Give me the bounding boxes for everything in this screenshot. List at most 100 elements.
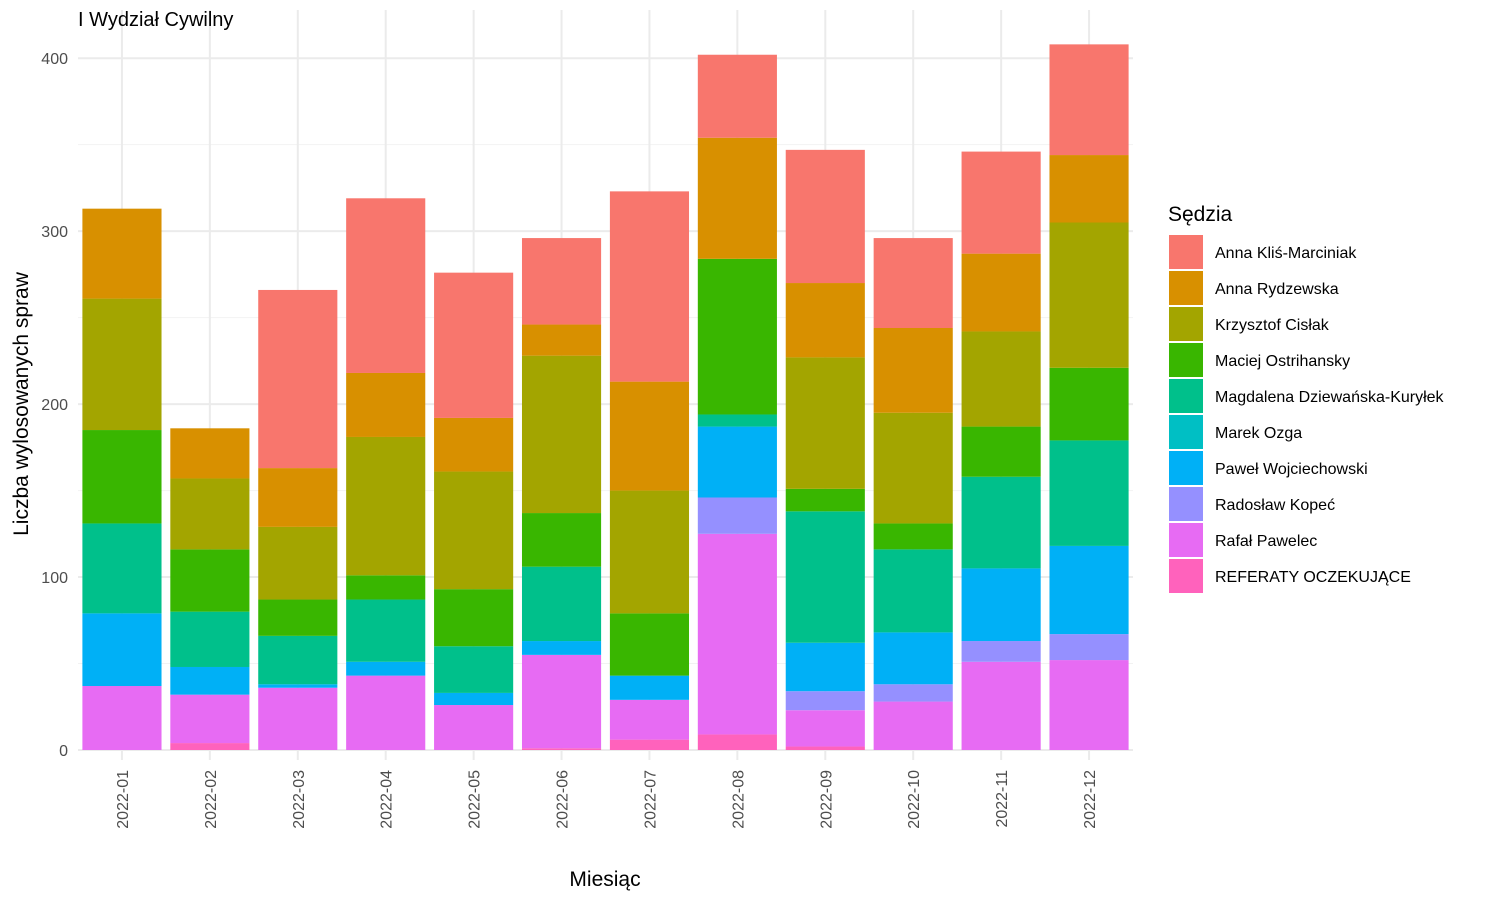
- x-tick-label: 2022-11: [994, 770, 1011, 828]
- y-tick-label: 200: [41, 397, 68, 414]
- bar-segment: [785, 710, 865, 747]
- bar-segment: [785, 691, 865, 711]
- bar-segment: [521, 355, 602, 514]
- bar-segment: [697, 426, 777, 498]
- legend-key: [1169, 451, 1203, 485]
- bar-segment: [961, 641, 1041, 662]
- bar-segment: [1049, 660, 1129, 750]
- bar-segment: [258, 635, 338, 685]
- legend-key: [1169, 307, 1203, 341]
- bar-segment: [521, 748, 602, 750]
- x-tick-label: 2022-07: [642, 770, 659, 829]
- bar-segment: [82, 430, 162, 524]
- bar-segment: [346, 675, 426, 750]
- bar-segment: [82, 686, 162, 750]
- y-tick-label: 400: [41, 51, 68, 68]
- bar-segment: [346, 599, 426, 662]
- bar-segment: [609, 613, 690, 676]
- x-tick-label: 2022-03: [291, 770, 308, 829]
- bar-segment: [170, 478, 250, 550]
- legend-label: REFERATY OCZEKUJĄCE: [1215, 569, 1411, 586]
- legend-label: Paweł Wojciechowski: [1215, 461, 1368, 478]
- bar-segment: [258, 599, 338, 636]
- bar-segment: [1049, 545, 1129, 635]
- bar-segment: [170, 666, 250, 695]
- bar-segment: [785, 746, 865, 750]
- bar-segment: [609, 699, 690, 740]
- bar-segment: [609, 739, 690, 750]
- bar-segment: [258, 526, 338, 600]
- bar-segment: [82, 208, 162, 299]
- legend-label: Radosław Kopeć: [1215, 497, 1335, 514]
- bar-segment: [873, 328, 953, 413]
- y-axis-ticks: 0 100 200 300 400: [41, 51, 68, 760]
- bar-segment: [1049, 155, 1129, 223]
- bar-segment: [346, 198, 426, 373]
- bar-segment: [82, 298, 162, 431]
- x-tick-label: 2022-09: [818, 770, 835, 829]
- bar-segment: [785, 149, 865, 284]
- bar-segment: [170, 611, 250, 667]
- bar-segment: [609, 191, 690, 382]
- x-tick-label: 2022-02: [203, 770, 220, 829]
- bar-segment: [873, 238, 953, 329]
- bar-segment: [785, 283, 865, 358]
- x-axis-ticks: 2022-01 2022-02 2022-03 2022-04 2022-05 2022-…: [115, 770, 1099, 829]
- bar-segment: [961, 426, 1041, 477]
- y-axis-title: Liczba wylosowanych spraw: [10, 271, 33, 536]
- legend-label: Anna Rydzewska: [1215, 281, 1339, 298]
- bar-segment: [521, 566, 602, 642]
- bar-segment: [697, 533, 777, 735]
- bar-segment: [170, 428, 250, 479]
- x-axis-title: Miesiąc: [569, 868, 640, 891]
- bar-segment: [346, 575, 426, 600]
- bar-segment: [82, 523, 162, 614]
- x-tick-label: 2022-08: [730, 770, 747, 829]
- legend-key: [1169, 379, 1203, 413]
- legend-key: [1169, 523, 1203, 557]
- bar-segment: [697, 414, 777, 427]
- bar-segment: [258, 289, 338, 469]
- legend-label: Rafał Pawelec: [1215, 533, 1317, 550]
- x-tick-label: 2022-05: [467, 770, 484, 829]
- bar-segment: [434, 417, 514, 472]
- bar-segment: [1049, 440, 1129, 546]
- bar-segment: [609, 490, 690, 614]
- legend-label: Anna Kliś-Marciniak: [1215, 245, 1357, 262]
- bar-segment: [1049, 44, 1129, 156]
- x-tick-label: 2022-04: [379, 770, 396, 829]
- legend-key: [1169, 343, 1203, 377]
- bar-segment: [1049, 367, 1129, 441]
- bars: [82, 44, 1129, 750]
- bar-segment: [346, 436, 426, 576]
- bar-segment: [873, 701, 953, 750]
- bar-segment: [1049, 634, 1129, 661]
- y-tick-label: 300: [41, 224, 68, 241]
- y-tick-label: 0: [59, 743, 68, 760]
- bar-segment: [697, 54, 777, 138]
- bar-segment: [258, 687, 338, 750]
- bar-segment: [873, 523, 953, 550]
- bar-segment: [609, 381, 690, 491]
- x-tick-label: 2022-01: [115, 770, 132, 829]
- bar-segment: [82, 613, 162, 687]
- legend: Anna Kliś-Marciniak Anna Rydzewska Krzyszt…: [1169, 235, 1445, 593]
- legend-key: [1169, 271, 1203, 305]
- legend-key: [1169, 487, 1203, 521]
- legend-key: [1169, 235, 1203, 269]
- bar-segment: [434, 692, 514, 706]
- bar-segment: [785, 357, 865, 489]
- bar-segment: [697, 497, 777, 534]
- legend-title: Sędzia: [1168, 203, 1233, 226]
- bar-segment: [170, 743, 250, 750]
- bar-segment: [785, 488, 865, 512]
- bar-segment: [873, 412, 953, 524]
- bar-segment: [521, 654, 602, 749]
- x-tick-label: 2022-10: [906, 770, 923, 829]
- bar-segment: [346, 661, 426, 676]
- bar-segment: [697, 137, 777, 259]
- bar-segment: [785, 511, 865, 643]
- bar-segment: [961, 661, 1041, 750]
- bar-segment: [785, 642, 865, 692]
